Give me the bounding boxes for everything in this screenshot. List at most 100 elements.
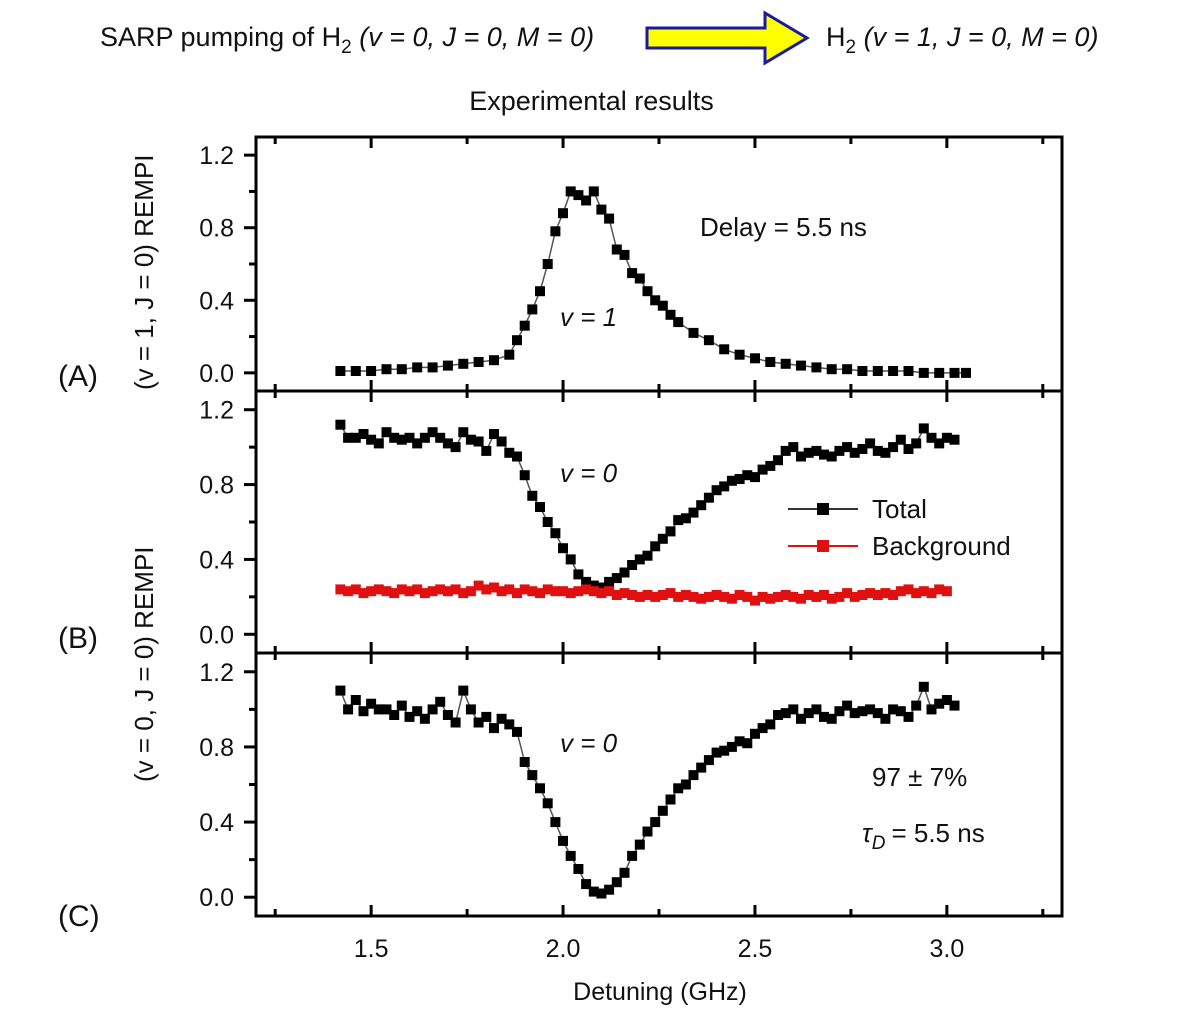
- data-point: [350, 366, 361, 376]
- data-point: [780, 358, 791, 369]
- panel-frame: [254, 135, 1064, 393]
- data-point: [619, 567, 630, 578]
- data-point: [373, 584, 384, 595]
- y-tick-label: 0.0: [199, 621, 234, 649]
- data-point: [673, 317, 684, 328]
- data-point: [688, 327, 699, 338]
- data-point: [604, 586, 615, 597]
- data-point: [465, 586, 476, 597]
- data-point: [941, 432, 952, 443]
- data-point: [650, 591, 661, 602]
- data-point: [381, 427, 392, 438]
- data-point: [657, 805, 668, 816]
- data-point: [941, 586, 952, 597]
- data-point: [496, 713, 507, 724]
- data-point: [765, 593, 776, 604]
- data-point: [335, 584, 346, 595]
- data-point: [427, 586, 438, 597]
- data-point: [857, 444, 868, 454]
- data-point: [481, 584, 492, 595]
- data-point: [680, 590, 691, 600]
- x-tick-label: 1.5: [354, 935, 389, 963]
- data-point: [396, 584, 407, 595]
- data-point: [550, 528, 561, 539]
- data-point: [650, 817, 661, 828]
- chart-title: Experimental results: [469, 86, 714, 116]
- data-point: [811, 362, 822, 373]
- data-point: [558, 208, 568, 219]
- data-point: [750, 353, 760, 364]
- data-point: [504, 447, 515, 458]
- data-point: [366, 366, 377, 376]
- data-point: [834, 445, 845, 456]
- data-point: [489, 582, 499, 593]
- data-point: [419, 432, 430, 443]
- data-point: [734, 474, 745, 484]
- data-point: [527, 586, 538, 597]
- data-point: [481, 711, 492, 722]
- y-axis-label-upper: (v = 1, J = 0) REMPI: [129, 154, 159, 390]
- header-right-label: H2 (v = 1, J = 0, M = 0): [826, 22, 1098, 59]
- data-point: [596, 582, 607, 593]
- data-point: [703, 755, 714, 766]
- data-point: [834, 706, 845, 717]
- data-point: [381, 586, 392, 597]
- data-point: [826, 713, 837, 724]
- data-point: [573, 586, 584, 597]
- annotation-v1: v = 1: [560, 302, 617, 332]
- data-point: [819, 590, 829, 600]
- data-point: [726, 593, 737, 604]
- data-point: [465, 704, 476, 715]
- data-point: [796, 360, 806, 371]
- data-point: [404, 586, 415, 597]
- data-point: [642, 590, 653, 600]
- data-point: [427, 427, 438, 438]
- y-tick-label: 0.0: [199, 884, 234, 912]
- data-point: [842, 364, 853, 375]
- data-point: [527, 770, 538, 781]
- data-point: [358, 429, 369, 439]
- data-point: [918, 586, 929, 597]
- data-point: [535, 502, 545, 512]
- data-point: [788, 591, 799, 602]
- data-point: [473, 717, 484, 728]
- data-point: [765, 719, 776, 730]
- data-point: [849, 708, 860, 719]
- data-point: [458, 427, 469, 438]
- data-point: [888, 590, 899, 600]
- data-point: [826, 451, 837, 462]
- x-tick-label: 2.0: [546, 935, 581, 963]
- data-point: [842, 442, 853, 453]
- data-point: [665, 794, 676, 805]
- data-point: [458, 358, 469, 369]
- data-point: [335, 366, 346, 376]
- data-point: [719, 481, 730, 492]
- data-point: [918, 423, 929, 434]
- data-point: [527, 304, 538, 315]
- data-point: [512, 451, 522, 462]
- data-point: [350, 584, 361, 595]
- data-point: [872, 590, 883, 600]
- data-point: [596, 888, 607, 899]
- data-point: [895, 586, 906, 597]
- data-point: [358, 706, 369, 717]
- data-point: [949, 367, 960, 378]
- data-point: [665, 588, 676, 599]
- data-point: [489, 723, 499, 734]
- data-point: [381, 364, 392, 375]
- data-point: [757, 464, 768, 475]
- data-point: [895, 706, 906, 717]
- data-point: [427, 362, 438, 373]
- data-point: [535, 286, 545, 297]
- data-point: [527, 490, 538, 501]
- data-point: [450, 442, 461, 453]
- data-point: [703, 591, 714, 602]
- data-point: [673, 515, 684, 526]
- data-point: [427, 704, 438, 715]
- series-total: [335, 419, 960, 593]
- data-point: [611, 573, 622, 584]
- data-point: [588, 586, 599, 597]
- data-point: [512, 588, 522, 599]
- data-point: [803, 708, 814, 719]
- data-point: [688, 770, 699, 781]
